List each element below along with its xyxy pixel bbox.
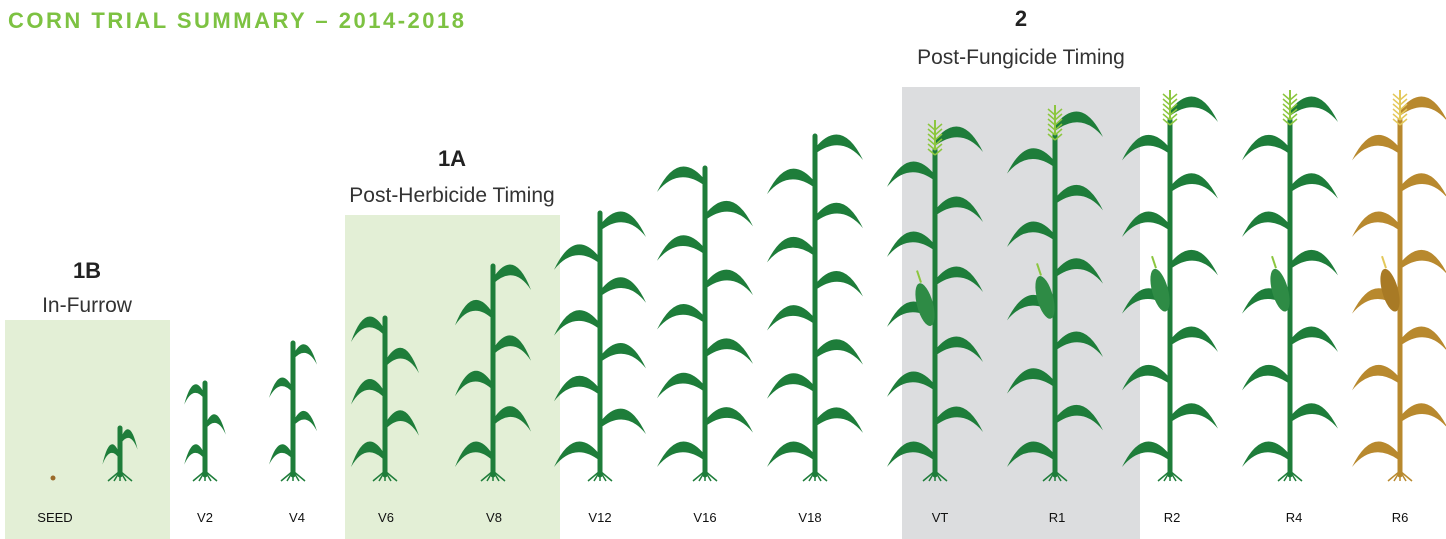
leaf xyxy=(767,442,815,467)
leaf xyxy=(657,304,705,329)
leaf xyxy=(205,414,226,434)
leaf xyxy=(554,376,600,401)
leaf xyxy=(657,235,705,260)
leaf xyxy=(1242,212,1290,237)
leaf xyxy=(600,212,646,237)
leaf xyxy=(184,384,205,404)
leaf xyxy=(600,343,646,368)
plants xyxy=(102,90,1446,481)
leaf xyxy=(705,338,753,363)
stage-label: V8 xyxy=(486,510,502,525)
leaf xyxy=(815,339,863,364)
leaf xyxy=(1352,212,1400,237)
leaf xyxy=(1400,173,1446,198)
leaf xyxy=(705,201,753,226)
plant xyxy=(767,135,863,481)
timing-label: Post-Herbicide Timing xyxy=(349,184,554,207)
leaf xyxy=(815,407,863,432)
silk xyxy=(1152,256,1156,268)
leaf xyxy=(1400,327,1446,352)
stage-label: R6 xyxy=(1392,510,1409,525)
leaf xyxy=(657,167,705,192)
leaf xyxy=(554,244,600,269)
leaf xyxy=(1242,442,1290,467)
leaf xyxy=(705,270,753,295)
leaf xyxy=(1400,250,1446,275)
leaf xyxy=(293,344,317,364)
timing-code: 1A xyxy=(438,146,466,171)
leaf xyxy=(767,237,815,262)
plant xyxy=(184,383,226,481)
plant xyxy=(1352,90,1446,481)
leaf xyxy=(184,444,205,464)
timing-code: 2 xyxy=(1015,6,1027,31)
stage-label: VT xyxy=(932,510,949,525)
leaf xyxy=(1400,403,1446,428)
leaf xyxy=(1170,327,1218,352)
leaf xyxy=(657,373,705,398)
leaf xyxy=(1242,135,1290,160)
silk xyxy=(1382,256,1386,268)
leaf xyxy=(815,271,863,296)
diagram: CORN TRIAL SUMMARY – 2014-2018 1B In-Fur… xyxy=(0,0,1446,539)
timing-label: In-Furrow xyxy=(42,294,133,317)
leaf xyxy=(1352,442,1400,467)
leaf xyxy=(767,169,815,194)
leaf xyxy=(1170,173,1218,198)
leaf xyxy=(705,407,753,432)
leaf xyxy=(815,203,863,228)
stage-label: SEED xyxy=(37,510,72,525)
leaf xyxy=(1352,365,1400,390)
plant xyxy=(269,343,317,481)
leaf xyxy=(1352,135,1400,160)
stage-label: R2 xyxy=(1164,510,1181,525)
silk xyxy=(1272,256,1276,268)
leaf xyxy=(657,442,705,467)
leaf xyxy=(554,310,600,335)
plant xyxy=(657,167,753,481)
leaf xyxy=(1170,250,1218,275)
leaf xyxy=(1170,403,1218,428)
leaf xyxy=(600,409,646,434)
timing-label: Post-Fungicide Timing xyxy=(917,46,1125,69)
stage-label: V12 xyxy=(588,510,611,525)
title: CORN TRIAL SUMMARY – 2014-2018 xyxy=(8,8,467,33)
leaf xyxy=(1290,250,1338,275)
stage-label: V16 xyxy=(693,510,716,525)
leaf xyxy=(1290,327,1338,352)
stage-label: V2 xyxy=(197,510,213,525)
plant xyxy=(1242,90,1338,481)
stage-label: R4 xyxy=(1286,510,1303,525)
stage-label: V4 xyxy=(289,510,305,525)
leaf xyxy=(1290,403,1338,428)
stage-label: V6 xyxy=(378,510,394,525)
plant xyxy=(554,212,646,481)
seed xyxy=(51,476,56,481)
stage-label: V18 xyxy=(798,510,821,525)
post-herbicide-box xyxy=(345,215,560,539)
leaf xyxy=(554,442,600,467)
leaf xyxy=(767,305,815,330)
leaf xyxy=(767,373,815,398)
leaf xyxy=(1242,365,1290,390)
leaf xyxy=(293,411,317,431)
leaf xyxy=(269,378,293,398)
in-furrow-box xyxy=(5,320,170,539)
stage-label: R1 xyxy=(1049,510,1066,525)
leaf xyxy=(269,444,293,464)
timing-code: 1B xyxy=(73,258,101,283)
leaf xyxy=(600,277,646,302)
leaf xyxy=(815,135,863,160)
leaf xyxy=(1290,173,1338,198)
